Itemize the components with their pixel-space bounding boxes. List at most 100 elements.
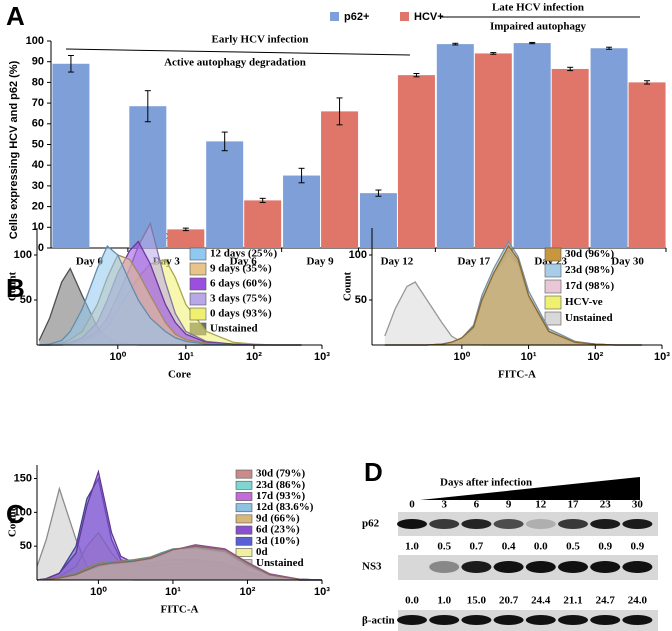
x-tick-label: 10³ bbox=[314, 351, 330, 363]
bar bbox=[628, 82, 666, 249]
blot-band bbox=[525, 615, 556, 625]
quantification: 0.0 bbox=[405, 595, 419, 607]
legend-swatch bbox=[189, 277, 207, 291]
legend-label: HCV+ bbox=[414, 11, 444, 23]
annotation-line bbox=[65, 48, 411, 56]
annotation: Impaired autophagy bbox=[490, 21, 587, 33]
x-tick-label: 10² bbox=[246, 351, 262, 363]
legend-label: 3 days (75%) bbox=[210, 293, 272, 305]
bar bbox=[244, 200, 282, 248]
quantification: 0.9 bbox=[598, 541, 612, 553]
legend-label: 6d (23%) bbox=[256, 524, 300, 536]
quantification: 0.4 bbox=[502, 541, 516, 553]
y-tick-label: 100 bbox=[26, 35, 44, 47]
blot-band bbox=[525, 519, 556, 529]
legend-swatch bbox=[189, 307, 207, 321]
y-tick-label: 100 bbox=[14, 249, 32, 261]
y-axis-label: Count bbox=[7, 507, 19, 537]
blot-band bbox=[558, 561, 588, 573]
triangle bbox=[420, 477, 640, 500]
legend-label: 17d (93%) bbox=[256, 490, 306, 502]
legend-swatch bbox=[235, 514, 253, 524]
legend-swatch bbox=[235, 469, 253, 479]
legend-swatch bbox=[400, 12, 409, 21]
histogram-fill bbox=[384, 246, 642, 345]
lane-label: 30 bbox=[632, 499, 644, 511]
legend-label: 3d (10%) bbox=[256, 535, 300, 547]
legend-swatch bbox=[235, 503, 253, 513]
x-tick-label: Day 30 bbox=[611, 256, 644, 268]
x-tick-label: 10² bbox=[587, 351, 603, 363]
legend-swatch bbox=[544, 311, 562, 326]
x-tick-label: Day 17 bbox=[457, 256, 490, 268]
x-tick-label: 10² bbox=[240, 586, 256, 598]
y-tick-label: 100 bbox=[349, 249, 367, 261]
quantification: 0.5 bbox=[437, 541, 451, 553]
bar bbox=[283, 175, 321, 248]
bar bbox=[590, 48, 628, 249]
quantification: 0.0 bbox=[534, 541, 548, 553]
y-axis-label: Count bbox=[342, 271, 354, 301]
legend-swatch bbox=[235, 548, 253, 557]
x-tick-label: Day 9 bbox=[306, 256, 334, 268]
blot-band bbox=[429, 561, 460, 573]
bar bbox=[397, 75, 435, 248]
y-tick-label: 20 bbox=[32, 201, 44, 213]
legend-label: 9 days (35%) bbox=[210, 263, 272, 275]
y-tick-label: 50 bbox=[20, 540, 32, 552]
legend-label: 12 days (25%) bbox=[210, 248, 278, 260]
row-label: NS3 bbox=[362, 561, 382, 573]
y-tick-label: 100 bbox=[14, 506, 32, 518]
bar bbox=[513, 43, 551, 248]
lane-label: 23 bbox=[600, 499, 612, 511]
quantification: 24.4 bbox=[531, 595, 551, 607]
legend-swatch bbox=[235, 492, 253, 501]
blot-title: Days after infection bbox=[440, 477, 532, 489]
lane-label: 12 bbox=[535, 499, 547, 511]
x-tick-label: 10⁰ bbox=[90, 586, 107, 598]
blot-band bbox=[590, 615, 621, 625]
lane-label: 9 bbox=[506, 499, 512, 511]
legend-label: Unstained bbox=[565, 312, 613, 324]
x-tick-label: Day 6 bbox=[230, 256, 258, 268]
histogram-fill bbox=[39, 246, 302, 345]
panel-label: B bbox=[6, 273, 25, 303]
y-tick-label: 60 bbox=[32, 118, 44, 130]
legend-label: 17d (98%) bbox=[565, 280, 615, 292]
histogram-fill bbox=[384, 282, 642, 345]
blot-band bbox=[590, 519, 621, 529]
blot-band bbox=[493, 519, 524, 529]
y-tick-label: 150 bbox=[14, 472, 32, 484]
x-axis-label: FITC-A bbox=[161, 604, 199, 616]
x-tick-label: 10³ bbox=[654, 351, 670, 363]
panel-label: C bbox=[6, 499, 25, 529]
blot-band bbox=[397, 615, 427, 625]
blot-band bbox=[493, 561, 524, 573]
legend-label: 0d bbox=[256, 546, 268, 558]
annotation: Early HCV infection bbox=[212, 34, 309, 46]
legend-label: 0 days (93%) bbox=[210, 308, 272, 320]
y-tick-label: 80 bbox=[32, 76, 44, 88]
histogram bbox=[36, 545, 323, 581]
blot-band bbox=[429, 615, 460, 625]
lane-label: 6 bbox=[474, 499, 480, 511]
row-label: p62 bbox=[362, 518, 380, 530]
lane-label: 0 bbox=[409, 499, 415, 511]
x-tick-label: 10³ bbox=[314, 586, 330, 598]
y-tick-label: 50 bbox=[355, 294, 367, 306]
blot-band bbox=[622, 561, 653, 573]
lane-label: 3 bbox=[441, 499, 447, 511]
blot-band bbox=[558, 615, 588, 625]
blot-band bbox=[558, 519, 588, 529]
legend-label: 12d (83.6%) bbox=[256, 501, 314, 513]
quantification: 0.7 bbox=[470, 541, 484, 553]
x-tick-label: Day 0 bbox=[76, 256, 104, 268]
y-tick-label: 90 bbox=[32, 56, 44, 68]
blot-band bbox=[461, 561, 492, 573]
quantification: 0.9 bbox=[631, 541, 645, 553]
y-tick-label: 50 bbox=[20, 294, 32, 306]
y-tick-label: 10 bbox=[32, 221, 44, 233]
bar bbox=[206, 141, 244, 248]
legend-label: Unstained bbox=[256, 557, 304, 569]
